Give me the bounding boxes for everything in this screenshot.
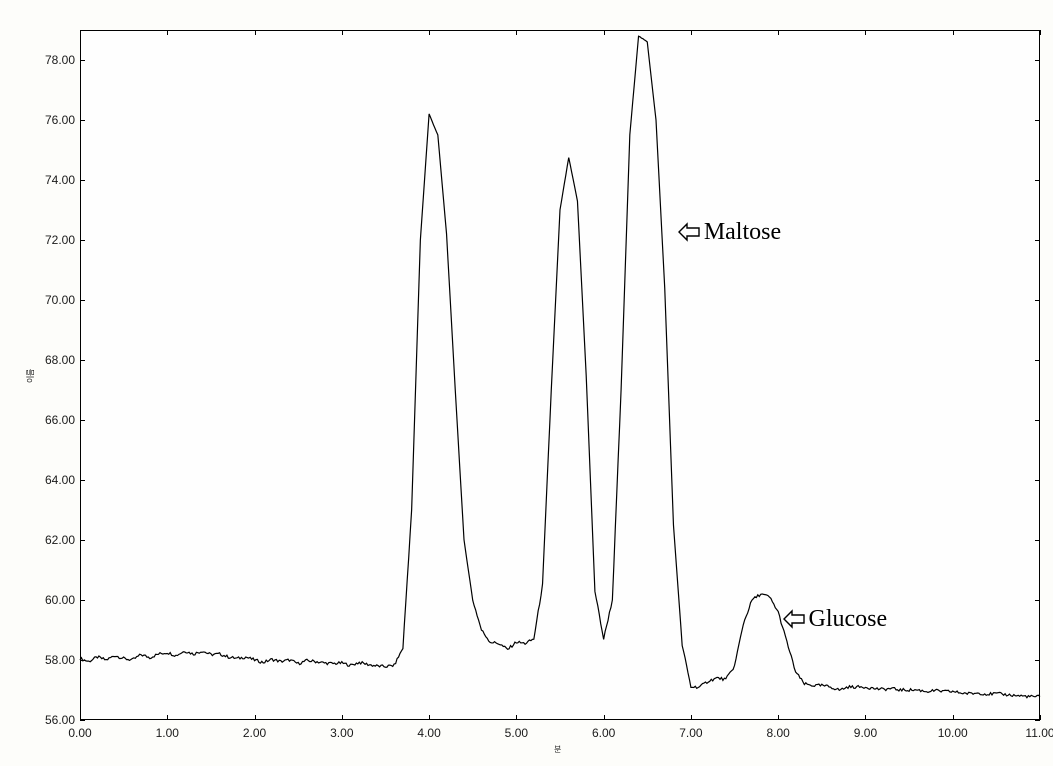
chromatogram-trace xyxy=(80,36,1040,697)
annotation-maltose: Maltose xyxy=(678,218,781,246)
arrow-left-icon xyxy=(783,608,805,630)
chromatogram-page: 56.0058.0060.0062.0064.0066.0068.0070.00… xyxy=(0,0,1053,766)
arrow-left-icon xyxy=(678,221,700,243)
annotation-glucose: Glucose xyxy=(783,605,888,633)
annotation-text: Glucose xyxy=(809,606,888,632)
annotation-text: Maltose xyxy=(704,219,781,245)
chromatogram-curve xyxy=(0,0,1053,766)
